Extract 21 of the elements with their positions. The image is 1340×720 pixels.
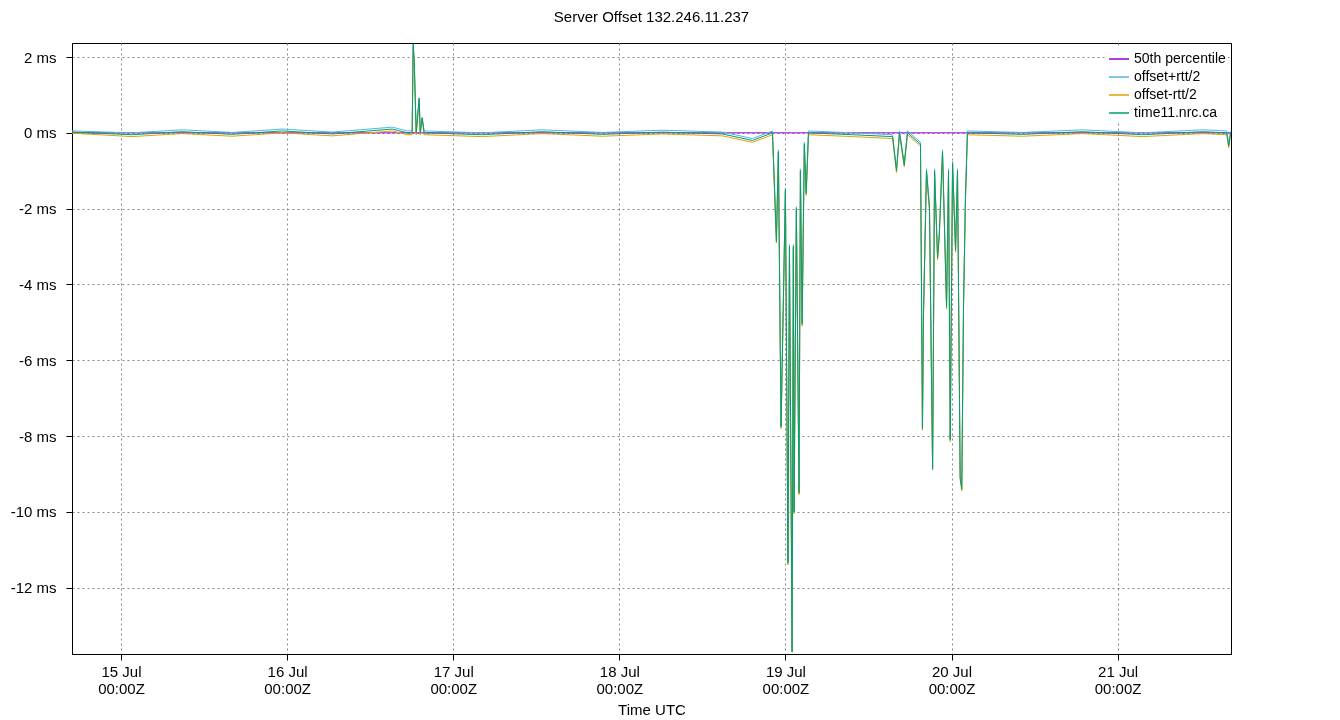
chart-title: Server Offset 132.246.11.237 (553, 8, 750, 25)
x-tick-label: 16 Jul 00:00Z (264, 662, 311, 697)
x-axis-title: Time UTC (618, 700, 687, 718)
legend-label: offset-rtt/2 (1134, 86, 1197, 102)
legend-label: time11.nrc.ca (1134, 104, 1218, 120)
x-tick-label: 15 Jul 00:00Z (98, 662, 145, 697)
y-tick-label: -2 ms (19, 200, 57, 218)
x-tick-label: 20 Jul 00:00Z (928, 662, 976, 697)
x-tick-label: 18 Jul 00:00Z (596, 662, 644, 697)
legend-label: offset+rtt/2 (1134, 68, 1201, 84)
y-tick-label: -8 ms (19, 427, 57, 445)
x-tick-label: 19 Jul 00:00Z (762, 662, 810, 697)
y-tick-label: -4 ms (19, 275, 57, 293)
x-tick-label: 17 Jul 00:00Z (430, 662, 478, 697)
y-tick-label: -6 ms (19, 351, 57, 369)
y-tick-label: -10 ms (10, 503, 57, 521)
x-tick-label: 21 Jul 00:00Z (1094, 662, 1142, 697)
y-tick-label: 0 ms (23, 124, 57, 142)
legend-label: 50th percentile (1134, 50, 1227, 66)
y-tick-label: 2 ms (23, 48, 57, 66)
y-tick-label: -12 ms (10, 579, 57, 597)
